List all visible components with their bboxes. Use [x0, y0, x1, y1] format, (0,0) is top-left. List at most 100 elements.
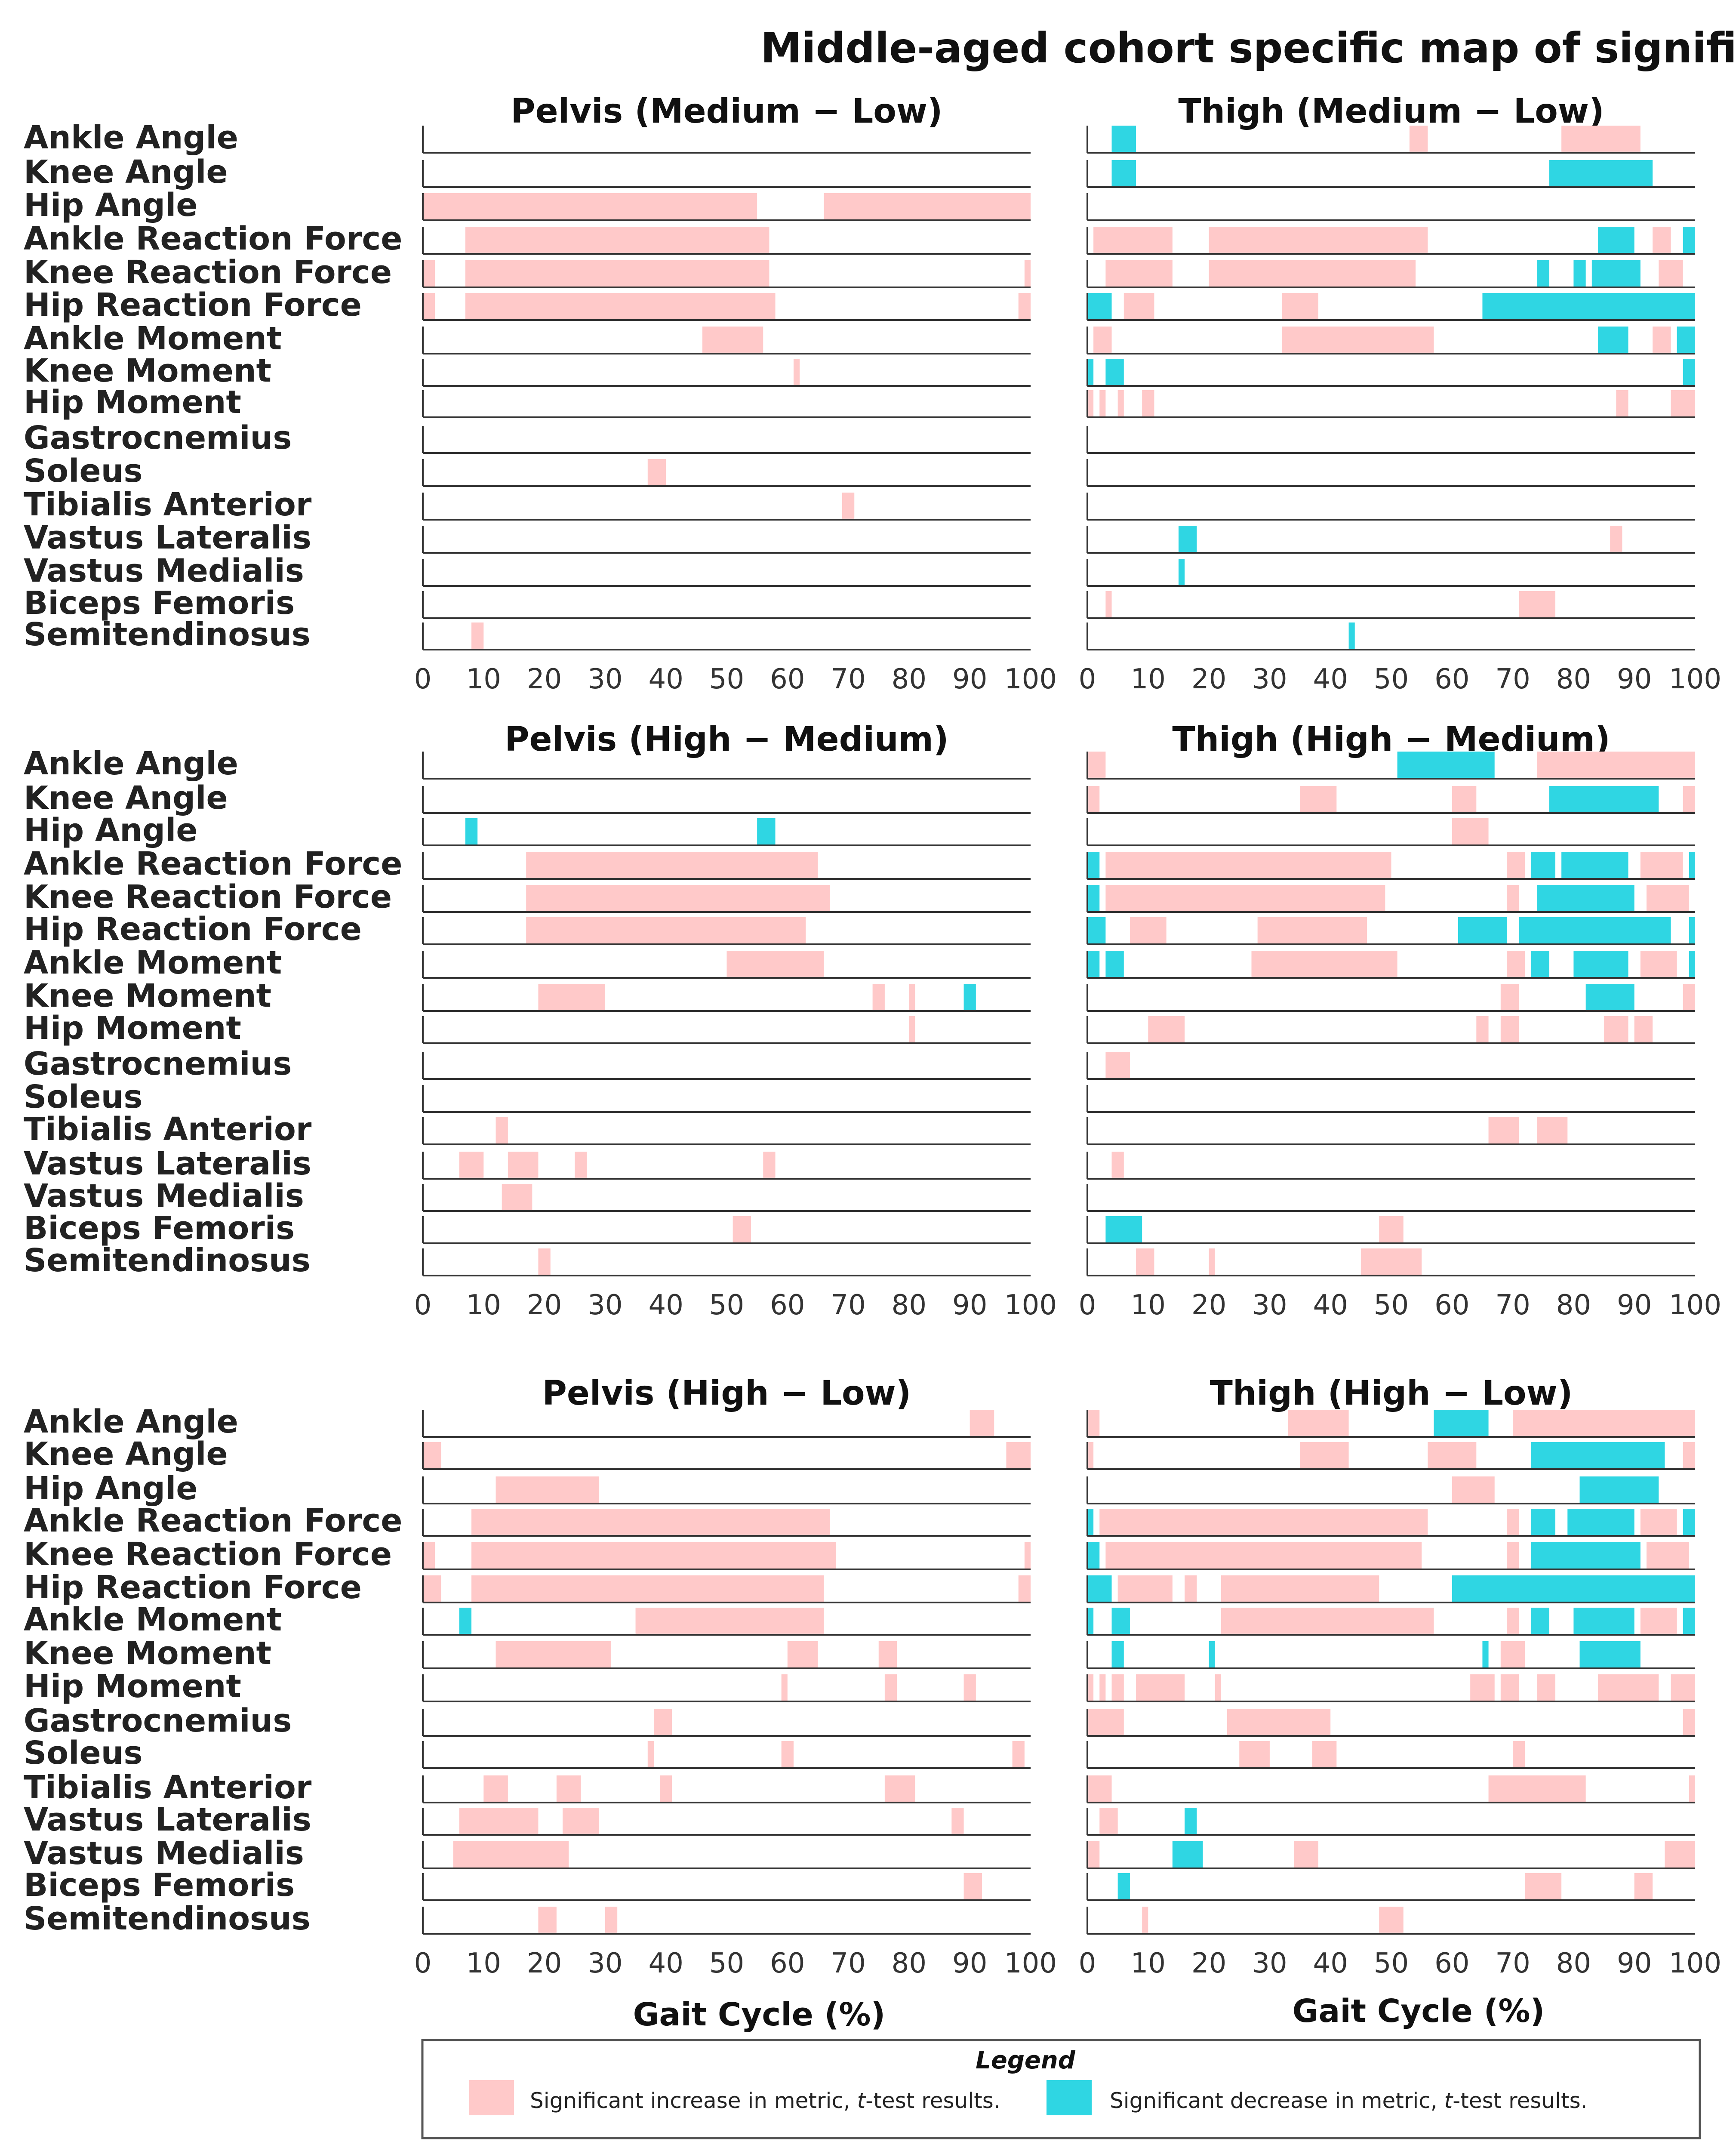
row-label: Semitendinosus [24, 1242, 311, 1279]
x-tick-label: 30 [588, 1289, 622, 1321]
increase-segment [483, 1775, 508, 1803]
x-axis-label-left: Gait Cycle (%) [633, 1996, 886, 2033]
event-row [1087, 752, 1695, 780]
increase-segment [1282, 327, 1434, 354]
increase-segment [1294, 1841, 1318, 1868]
x-tick-label: 60 [1434, 663, 1469, 695]
increase-segment [1251, 951, 1397, 978]
event-row [1087, 359, 1695, 387]
increase-segment [1136, 1674, 1185, 1701]
panel-title: Thigh (Medium − Low) [1178, 92, 1604, 131]
increase-segment [963, 1674, 976, 1701]
increase-segment [1087, 752, 1106, 779]
legend-increase-swatch [469, 2080, 514, 2115]
decrease-segment [1178, 559, 1185, 586]
x-tick-label: 80 [1556, 663, 1591, 695]
decrease-segment [1482, 1641, 1489, 1668]
increase-segment [1646, 885, 1689, 912]
increase-segment [1683, 1709, 1695, 1736]
event-row [422, 1608, 1031, 1636]
decrease-segment [1689, 951, 1695, 978]
increase-segment [909, 984, 915, 1011]
x-tick-label: 10 [1131, 1289, 1166, 1321]
event-row [422, 1674, 1031, 1702]
x-tick-label: 40 [1313, 663, 1348, 695]
event-row [1087, 293, 1695, 321]
event-row [422, 1641, 1031, 1669]
row-label: Hip Angle [24, 1470, 198, 1507]
x-tick-label: 50 [1374, 1289, 1409, 1321]
increase-segment [1689, 1775, 1695, 1803]
x-tick-label: 0 [414, 1948, 432, 1979]
row-label: Vastus Lateralis [24, 1145, 311, 1182]
x-tick-label: 100 [1004, 1289, 1057, 1321]
decrease-segment [1111, 1608, 1130, 1635]
event-row [1087, 852, 1695, 880]
event-row [1087, 459, 1695, 487]
decrease-segment [1087, 359, 1094, 386]
panel-title: Pelvis (High − Low) [542, 1374, 911, 1413]
event-row [422, 1808, 1031, 1836]
decrease-segment [1087, 951, 1100, 978]
event-row [1087, 390, 1695, 418]
increase-segment [1646, 1542, 1689, 1569]
x-tick-label: 30 [1252, 663, 1287, 695]
increase-segment [1500, 984, 1519, 1011]
increase-segment [1117, 1575, 1173, 1603]
row-label: Hip Moment [24, 384, 241, 421]
x-tick-label: 0 [414, 663, 432, 695]
x-tick-label: 0 [414, 1289, 432, 1321]
increase-segment [465, 293, 776, 320]
increase-segment [1099, 1808, 1118, 1835]
x-tick-label: 10 [1131, 1948, 1166, 1979]
x-tick-label: 30 [1252, 1948, 1287, 1979]
event-row [422, 1216, 1031, 1244]
increase-segment [1209, 1248, 1215, 1276]
increase-segment [1221, 1608, 1434, 1635]
x-ticks: 0 10 20 30 40 50 60 70 80 90 100 [1079, 663, 1721, 695]
x-tick-label: 40 [648, 1289, 683, 1321]
event-row [1087, 1509, 1695, 1537]
x-tick-label: 100 [1004, 1948, 1057, 1979]
increase-segment [502, 1184, 532, 1211]
event-row [1087, 1248, 1695, 1276]
decrease-segment [1531, 1542, 1641, 1569]
event-row [1087, 1873, 1695, 1901]
increase-segment [1087, 1674, 1094, 1701]
event-row [422, 359, 1031, 387]
row-label: Tibialis Anterior [24, 1111, 312, 1148]
decrease-segment [1087, 1608, 1094, 1635]
event-row [1087, 1709, 1695, 1737]
increase-segment [526, 852, 818, 879]
x-ticks: 0 10 20 30 40 50 60 70 80 90 100 [1079, 1948, 1721, 1979]
event-row [422, 459, 1031, 487]
increase-segment [726, 951, 824, 978]
event-row [1087, 227, 1695, 255]
panel-title: Pelvis (High − Medium) [505, 720, 948, 759]
event-row [1087, 591, 1695, 619]
event-row [422, 1052, 1031, 1080]
row-label: Ankle Reaction Force [24, 845, 402, 882]
row-label: Gastrocnemius [24, 1045, 292, 1082]
x-tick-label: 20 [1191, 663, 1226, 695]
row-label: Gastrocnemius [24, 419, 292, 456]
increase-segment [1105, 260, 1173, 287]
increase-segment [1683, 1442, 1695, 1469]
row-label: Ankle Angle [24, 745, 238, 782]
event-row [1087, 818, 1695, 846]
event-row [1087, 1741, 1695, 1769]
x-tick-label: 0 [1079, 1948, 1096, 1979]
increase-segment [1099, 1674, 1106, 1701]
increase-segment [660, 1775, 672, 1803]
decrease-segment [1537, 885, 1634, 912]
increase-segment [1136, 1248, 1154, 1276]
increase-segment [471, 1509, 830, 1536]
increase-segment [1111, 1674, 1124, 1701]
panel-1: Pelvis (Medium − Low) 0 10 20 30 40 50 60 70 80 90… [414, 92, 1057, 695]
event-row [1087, 126, 1695, 154]
increase-segment [453, 1841, 569, 1868]
decrease-segment [1549, 786, 1659, 813]
increase-segment [423, 293, 435, 320]
decrease-segment [459, 1608, 472, 1635]
